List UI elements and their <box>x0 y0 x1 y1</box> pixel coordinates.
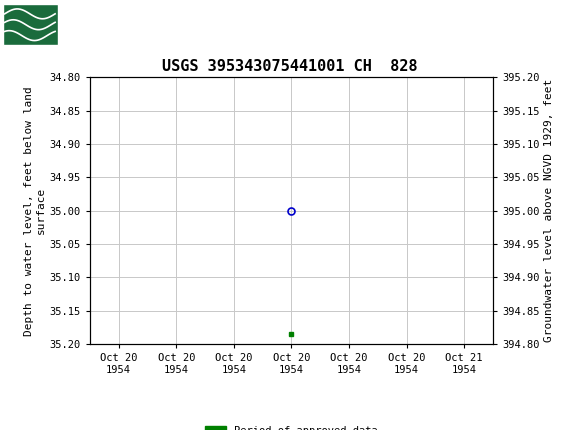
Y-axis label: Groundwater level above NGVD 1929, feet: Groundwater level above NGVD 1929, feet <box>543 79 554 342</box>
Y-axis label: Depth to water level, feet below land
surface: Depth to water level, feet below land su… <box>24 86 45 335</box>
Text: USGS 395343075441001 CH  828: USGS 395343075441001 CH 828 <box>162 59 418 74</box>
Bar <box>3 4 58 46</box>
Legend: Period of approved data: Period of approved data <box>201 422 382 430</box>
Text: USGS: USGS <box>65 15 129 35</box>
